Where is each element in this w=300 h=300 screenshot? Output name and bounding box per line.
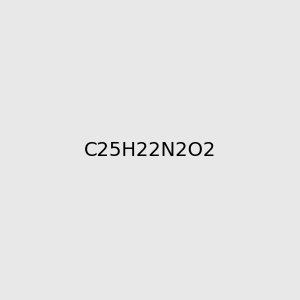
Text: C25H22N2O2: C25H22N2O2	[84, 140, 216, 160]
